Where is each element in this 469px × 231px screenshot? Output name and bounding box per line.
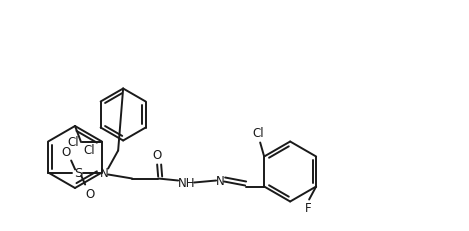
Text: Cl: Cl xyxy=(67,135,79,148)
Text: F: F xyxy=(305,201,311,214)
Text: O: O xyxy=(61,145,71,158)
Text: O: O xyxy=(85,187,95,200)
Text: N: N xyxy=(100,166,108,179)
Text: Cl: Cl xyxy=(252,126,264,139)
Text: Cl: Cl xyxy=(83,144,95,157)
Text: NH: NH xyxy=(177,176,195,189)
Text: N: N xyxy=(216,174,225,187)
Text: O: O xyxy=(152,148,162,161)
Text: S: S xyxy=(74,166,83,179)
